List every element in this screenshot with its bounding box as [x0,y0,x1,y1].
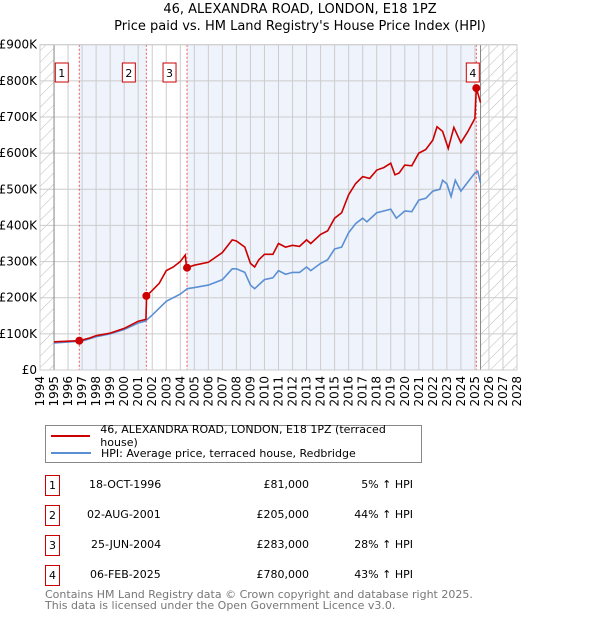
shaded-period [187,44,477,370]
legend-label: HPI: Average price, terraced house, Redb… [101,446,356,460]
sale-label: 1 [58,67,65,80]
sale-label-box [121,62,136,83]
sale-date: 25-JUN-2004 [91,538,162,551]
sale-label-box [162,62,177,83]
x-tick-label: 2000 [117,376,131,407]
x-tick-label: 2018 [370,376,384,407]
x-tick-label: 2009 [243,376,257,407]
x-tick-label: 2028 [510,376,524,407]
sale-price: £283,000 [256,538,310,551]
x-tick-label: 2026 [482,376,496,407]
x-tick-label: 1997 [75,376,89,407]
x-tick-label: 2024 [454,376,468,407]
footer-copyright: Contains HM Land Registry data © Crown c… [45,588,473,601]
x-tick-label: 2021 [412,376,426,407]
x-tick-label: 1994 [33,376,47,407]
y-tick-label: £400K [0,218,38,232]
y-tick-label: £900K [0,38,38,52]
table-row: 4 06-FEB-2025 £780,000 43% ↑ HPI [45,565,465,586]
x-tick-label: 2003 [159,376,173,407]
y-tick-label: £100K [0,327,38,341]
legend-item-hpi: HPI: Average price, terraced house, Redb… [46,445,356,461]
series-line [53,169,482,344]
x-tick-label: 1995 [47,376,61,407]
y-tick-label: £200K [0,291,38,305]
sale-date: 18-OCT-1996 [89,478,162,491]
sale-number: 2 [45,505,60,526]
x-tick-label: 2004 [173,376,187,407]
x-tick-label: 2027 [496,376,510,407]
series-line [53,87,482,343]
x-tick-label: 2006 [201,376,215,407]
footer-licence: This data is licensed under the Open Gov… [45,599,396,612]
x-tick-label: 2010 [257,376,271,407]
sale-date: 06-FEB-2025 [90,568,161,581]
sale-price: £780,000 [256,568,310,581]
legend: 46, ALEXANDRA ROAD, LONDON, E18 1PZ (ter… [45,423,422,463]
sale-hpi: 43% ↑ HPI [354,568,413,581]
table-row: 1 18-OCT-1996 £81,000 5% ↑ HPI [45,475,465,496]
table-row: 3 25-JUN-2004 £283,000 28% ↑ HPI [45,535,465,556]
x-tick-label: 2001 [131,376,145,407]
sale-label: 3 [166,67,173,80]
x-tick-label: 2002 [145,376,159,407]
sale-date: 02-AUG-2001 [87,508,161,521]
price-chart: 1994 1995 1996 1997 1998 1999 2000 2001 2002 2003… [0,38,524,407]
sale-number: 1 [45,475,60,496]
x-tick-label: 2019 [384,376,398,407]
sale-price: £81,000 [263,478,310,491]
x-tick-label: 2005 [187,376,201,407]
shaded-period [79,44,147,370]
sale-hpi: 44% ↑ HPI [354,508,413,521]
y-tick-label: £500K [0,182,38,196]
legend-swatch-red [51,435,91,437]
sale-price: £205,000 [256,508,310,521]
sale-hpi: 28% ↑ HPI [354,538,413,551]
x-tick-label: 2011 [272,376,286,407]
plot-border [39,44,518,371]
y-tick-label: £800K [0,74,38,88]
x-tick-label: 2014 [314,376,328,407]
y-tick-label: £700K [0,110,38,124]
x-tick-label: 2008 [229,376,243,407]
y-tick-label: £300K [0,255,38,269]
x-tick-label: 2016 [342,376,356,407]
hatched-region-before [40,44,55,370]
x-tick-label: 2017 [356,376,370,407]
x-tick-label: 2023 [440,376,454,407]
x-tick-label: 2020 [398,376,412,407]
x-tick-label: 1998 [89,376,103,407]
hatched-region-future [480,44,517,370]
x-tick-label: 2015 [328,376,342,407]
chart-subtitle: Price paid vs. HM Land Registry's House … [114,19,486,34]
x-tick-label: 2013 [300,376,314,407]
sale-hpi: 5% ↑ HPI [361,478,413,491]
sale-point [183,263,192,272]
sale-number: 4 [45,565,60,586]
legend-swatch-blue [51,452,91,454]
y-tick-label: £600K [0,146,38,160]
sale-label-box [465,62,480,83]
sale-label: 4 [469,67,476,80]
chart-title: 46, ALEXANDRA ROAD, LONDON, E18 1PZ [163,2,437,17]
x-tick-label: 2025 [468,376,482,407]
legend-label: 46, ALEXANDRA ROAD, LONDON, E18 1PZ (ter… [100,423,386,449]
x-tick-label: 2022 [426,376,440,407]
x-tick-label: 2007 [215,376,229,407]
sale-point [472,84,481,93]
legend-item-property: 46, ALEXANDRA ROAD, LONDON, E18 1PZ (ter… [46,423,421,449]
sale-label: 2 [125,67,132,80]
footer: Contains HM Land Registry data © Crown c… [45,589,473,611]
x-tick-label: 1999 [103,376,117,407]
y-tick-label: £0 [22,363,37,377]
x-tick-label: 2012 [286,376,300,407]
table-row: 2 02-AUG-2001 £205,000 44% ↑ HPI [45,505,465,526]
sale-number: 3 [45,535,60,556]
sale-point [75,336,84,345]
sale-point [142,291,151,300]
x-tick-label: 1996 [61,376,75,407]
sale-label-box [54,62,69,83]
